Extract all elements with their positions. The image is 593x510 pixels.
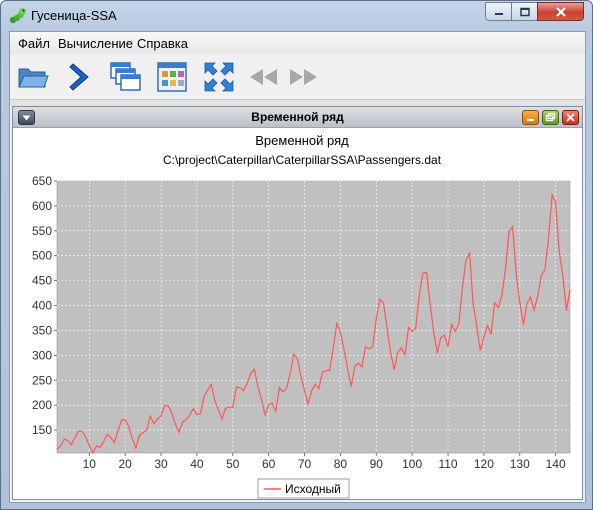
chart-subtitle: C:\project\Caterpillar\CaterpillarSSA\Pa… [163, 153, 442, 167]
time-series-chart: Временной ряд C:\project\Caterpillar\Cat… [13, 129, 582, 499]
y-tick-label: 200 [32, 398, 52, 412]
chart-legend: Исходный [258, 479, 349, 498]
x-tick-label: 100 [402, 457, 422, 471]
minimize-icon [525, 112, 536, 123]
toolbar [10, 54, 585, 100]
y-tick-label: 450 [32, 274, 52, 288]
y-tick-label: 150 [32, 423, 52, 437]
next-button[interactable] [287, 60, 321, 94]
menu-bar: Файл Вычисление Справка [10, 32, 585, 54]
menu-file[interactable]: Файл [18, 36, 50, 51]
y-tick-label: 600 [32, 199, 52, 213]
chart-container: Временной ряд C:\project\Caterpillar\Cat… [13, 129, 582, 499]
windows-cascade-icon [108, 60, 142, 94]
chevron-right-icon [64, 60, 98, 94]
expand-arrows-icon [202, 60, 236, 94]
x-tick-label: 60 [262, 457, 276, 471]
y-tick-label: 650 [32, 174, 52, 188]
close-icon [555, 6, 567, 18]
y-tick-label: 350 [32, 323, 52, 337]
y-tick-label: 500 [32, 249, 52, 263]
frame-title-bar[interactable]: Временной ряд [13, 107, 582, 128]
x-tick-label: 110 [438, 457, 457, 471]
maximize-all-button[interactable] [202, 60, 236, 94]
legend-label: Исходный [285, 482, 341, 496]
x-tick-label: 90 [370, 457, 384, 471]
frame-restore-button[interactable] [542, 110, 559, 125]
maximize-icon [520, 7, 530, 17]
chart-title: Временной ряд [255, 133, 349, 148]
y-tick-label: 250 [32, 373, 52, 387]
frame-title: Временной ряд [13, 110, 582, 124]
close-icon [565, 112, 576, 123]
client-area: Файл Вычисление Справка [9, 31, 586, 503]
title-bar[interactable]: Гусеница-SSA [1, 1, 592, 31]
x-tick-label: 40 [190, 457, 204, 471]
x-tick-label: 10 [83, 457, 97, 471]
x-axis: 10 20 30 40 50 60 70 80 90 100 110 120 130 140 [83, 453, 566, 471]
close-button[interactable] [537, 2, 584, 21]
x-tick-label: 50 [226, 457, 240, 471]
menu-help[interactable]: Справка [137, 36, 188, 51]
x-tick-label: 80 [334, 457, 348, 471]
open-file-button[interactable] [16, 60, 50, 94]
x-tick-label: 70 [298, 457, 312, 471]
time-series-frame: Временной ряд Временной ряд C:\project\C… [12, 106, 583, 500]
window-title: Гусеница-SSA [31, 8, 117, 23]
x-tick-label: 20 [118, 457, 132, 471]
x-tick-label: 30 [154, 457, 168, 471]
y-axis: 150 200 250 300 350 400 450 500 550 600 650 [32, 174, 57, 437]
next-step-button[interactable] [64, 60, 98, 94]
tile-windows-button[interactable] [155, 60, 189, 94]
folder-open-icon [16, 60, 50, 94]
x-tick-label: 130 [510, 457, 530, 471]
menu-compute[interactable]: Вычисление [58, 36, 133, 51]
minimize-icon [494, 7, 504, 17]
x-tick-label: 140 [546, 457, 566, 471]
y-tick-label: 300 [32, 348, 52, 362]
minimize-button[interactable] [485, 2, 512, 21]
rewind-icon [246, 60, 280, 94]
previous-button[interactable] [246, 60, 280, 94]
caterpillar-app-icon [9, 7, 27, 25]
restore-icon [545, 112, 556, 123]
frame-close-button[interactable] [562, 110, 579, 125]
frame-minimize-button[interactable] [522, 110, 539, 125]
y-tick-label: 400 [32, 299, 52, 313]
maximize-button[interactable] [511, 2, 538, 21]
x-tick-label: 120 [474, 457, 494, 471]
grid-layout-icon [155, 60, 189, 94]
y-tick-label: 550 [32, 224, 52, 238]
fast-forward-icon [287, 60, 321, 94]
cascade-windows-button[interactable] [108, 60, 142, 94]
